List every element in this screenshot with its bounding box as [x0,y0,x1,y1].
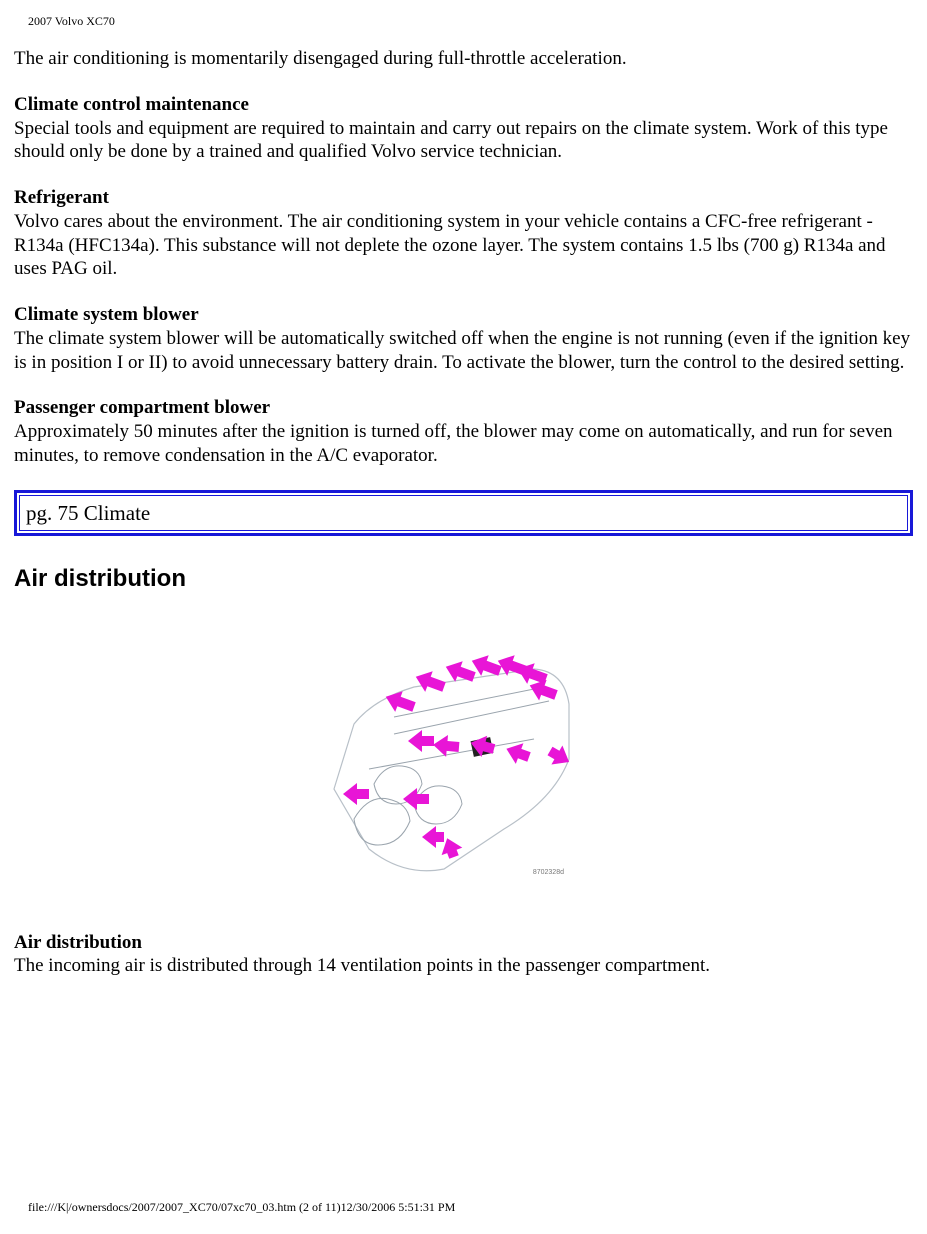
section-body-passenger-blower: Approximately 50 minutes after the ignit… [14,420,913,468]
footer-path: file:///K|/ownersdocs/2007/2007_XC70/07x… [14,1200,455,1215]
section-refrigerant: Refrigerant Volvo cares about the enviro… [14,186,913,281]
page-banner-box: pg. 75 Climate [14,490,913,536]
section-heading-maintenance: Climate control maintenance [14,93,913,117]
section-system-blower: Climate system blower The climate system… [14,303,913,374]
section-heading-air-dist: Air distribution [14,931,913,955]
section-body-refrigerant: Volvo cares about the environment. The a… [14,210,913,281]
intro-paragraph: The air conditioning is momentarily dise… [14,47,913,71]
section-body-air-dist: The incoming air is distributed through … [14,954,913,978]
air-distribution-svg: 8702328d [294,624,634,894]
section-passenger-blower: Passenger compartment blower Approximate… [14,396,913,467]
document-header: 2007 Volvo XC70 [14,14,913,29]
air-distribution-diagram: 8702328d [14,624,913,901]
section-body-maintenance: Special tools and equipment are required… [14,117,913,165]
section-air-dist: Air distribution The incoming air is dis… [14,931,913,979]
main-heading: Air distribution [14,564,913,594]
page-banner-text: pg. 75 Climate [19,495,908,531]
section-body-system-blower: The climate system blower will be automa… [14,327,913,375]
section-heading-refrigerant: Refrigerant [14,186,913,210]
section-maintenance: Climate control maintenance Special tool… [14,93,913,164]
section-heading-passenger-blower: Passenger compartment blower [14,396,913,420]
svg-text:8702328d: 8702328d [532,869,563,876]
section-heading-system-blower: Climate system blower [14,303,913,327]
